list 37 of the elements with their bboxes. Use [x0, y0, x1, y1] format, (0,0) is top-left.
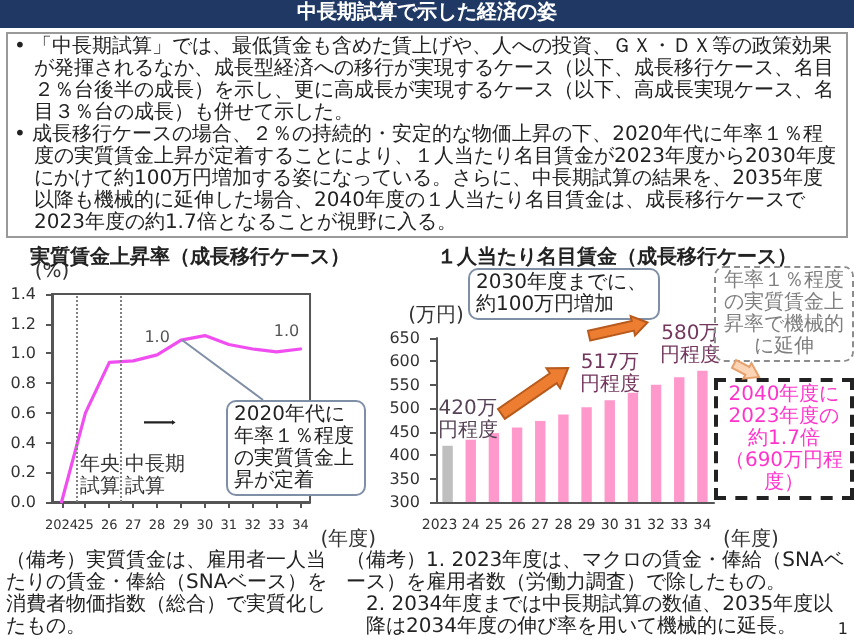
- annotation: 2020年代に年率１％程度の実質賃金上昇が定着: [226, 400, 366, 496]
- x-axis-title: (年度): [320, 527, 377, 551]
- y-tick-label: 0.4: [10, 433, 36, 452]
- text: 1: [837, 620, 848, 638]
- text: 2040年度に2023年度の約1.7倍（690万円程度）: [714, 378, 854, 500]
- y-tick-label: 0.0: [10, 493, 36, 511]
- text: （備考）実質賃金は、雇用者一人当たりの賃金・俸給（SNAベース）を消費者物価指数（総合）で実質化したもの。: [6, 550, 330, 638]
- y-tick-label: 550: [389, 375, 420, 394]
- y-tick-label: 0.8: [10, 374, 36, 393]
- y-tick-label: 300: [389, 493, 420, 511]
- ref-line-label: 中長期試算: [125, 454, 188, 498]
- text: 2. 2034年度までは中長期試算の数値、2035年度以降は2034年度の伸び率を用いて機械的に延長。: [366, 594, 834, 638]
- data-label: 420万円程度: [437, 397, 498, 442]
- y-tick-label: 1.4: [10, 285, 36, 303]
- y-tick-label: 0.6: [10, 403, 36, 422]
- data-label: 1.0: [273, 321, 300, 340]
- text: 年率１％程度の実質賃金上昇率で機械的に延伸: [724, 270, 844, 358]
- text: 2030年度までに、約100万円増加: [468, 268, 660, 320]
- y-tick-label: 350: [389, 469, 420, 488]
- chart-title: １人当たり名目賃金（成長移行ケース）: [437, 245, 797, 269]
- y-tick-label: 400: [389, 446, 420, 465]
- y-tick-label: 1.0: [10, 344, 36, 363]
- data-label: 1.0: [144, 327, 170, 346]
- data-label: 517万円程度: [579, 352, 640, 397]
- text: 中長期試算で示した経済の姿: [0, 0, 854, 28]
- y-tick-label: 1.2: [10, 314, 36, 333]
- y-tick-label: 600: [389, 352, 420, 371]
- x-axis-title: (年度): [723, 527, 779, 551]
- y-tick-label: 0.2: [10, 463, 36, 482]
- y-axis-title: (万円): [408, 305, 464, 327]
- y-tick-label: 650: [389, 329, 420, 347]
- text: • 「中長期試算」では、最低賃金も含めた賃上げや、人への投資、ＧＸ・ＤＸ等の政策効果が発揮されるなか、成長型経済への移行が実現するケース（以下、成長移行ケース、名目２％台後半の成長）を示し、更に高成長が実現するケース（以下、高成長実現ケース、名目３％台の成長）も併せて示した。: [14, 36, 836, 124]
- y-tick-label: 500: [389, 399, 420, 418]
- text: • 成長移行ケースの場合、２％の持続的・安定的な物価上昇の下、2020年代に年率１％程度の実質賃金上昇が定着することにより、１人当たり名目賃金が2023年度から2030年度にかけて約100万円増加する姿になっている。さらに、中長期試算の結果を、2035年度以降も機械的に延伸した場合、2040年度の１人当たり名目賃金は、成長移行ケースで2023年度の約1.7倍となることが視野に入る。: [14, 124, 838, 234]
- text: （備考）1. 2023年度は、マクロの賃金・俸給（SNAベース）を雇用者数（労働力調査）で除したもの。: [346, 550, 846, 594]
- ref-line-label: 年央試算: [79, 454, 122, 498]
- y-tick-label: 450: [389, 422, 420, 441]
